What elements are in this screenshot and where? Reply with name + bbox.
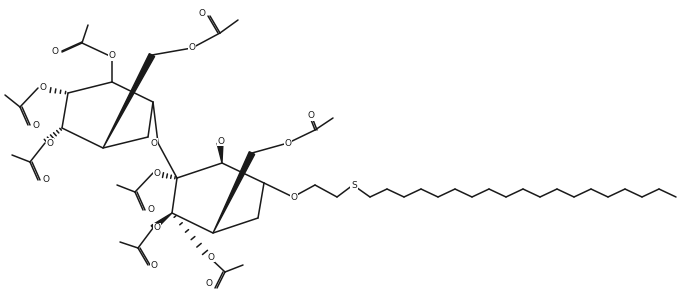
Text: O: O bbox=[218, 136, 224, 146]
Polygon shape bbox=[151, 213, 172, 230]
Text: O: O bbox=[154, 168, 161, 178]
Text: O: O bbox=[188, 44, 195, 53]
Polygon shape bbox=[217, 143, 223, 163]
Text: O: O bbox=[151, 138, 158, 148]
Text: O: O bbox=[40, 83, 47, 93]
Text: O: O bbox=[42, 176, 49, 185]
Text: O: O bbox=[147, 206, 154, 215]
Text: O: O bbox=[206, 280, 213, 288]
Text: O: O bbox=[47, 138, 54, 148]
Polygon shape bbox=[213, 152, 254, 233]
Text: S: S bbox=[351, 181, 357, 190]
Text: O: O bbox=[307, 111, 315, 121]
Polygon shape bbox=[103, 54, 155, 148]
Text: O: O bbox=[154, 223, 161, 233]
Text: O: O bbox=[284, 138, 291, 148]
Text: O: O bbox=[208, 253, 215, 261]
Text: O: O bbox=[51, 48, 58, 56]
Text: O: O bbox=[151, 260, 158, 270]
Text: O: O bbox=[33, 121, 40, 129]
Text: O: O bbox=[291, 193, 297, 201]
Text: O: O bbox=[199, 9, 206, 19]
Text: O: O bbox=[108, 51, 115, 61]
